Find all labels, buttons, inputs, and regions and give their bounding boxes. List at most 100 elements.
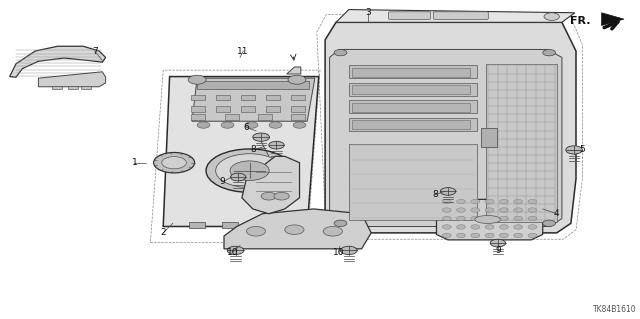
Bar xyxy=(191,106,205,112)
Circle shape xyxy=(544,13,559,20)
Bar xyxy=(258,114,272,120)
Circle shape xyxy=(334,49,347,56)
Circle shape xyxy=(514,225,523,229)
Circle shape xyxy=(269,122,282,128)
Circle shape xyxy=(543,49,556,56)
Circle shape xyxy=(440,188,456,195)
Polygon shape xyxy=(287,67,301,74)
Polygon shape xyxy=(330,49,562,226)
Circle shape xyxy=(499,199,508,204)
Bar xyxy=(225,114,239,120)
Circle shape xyxy=(246,226,266,236)
Bar xyxy=(352,68,470,77)
Text: 8: 8 xyxy=(433,190,438,199)
Bar xyxy=(257,222,273,228)
Text: TK84B1610: TK84B1610 xyxy=(593,305,637,314)
Text: 9: 9 xyxy=(495,246,500,255)
Circle shape xyxy=(490,239,506,247)
Bar xyxy=(197,81,309,89)
Polygon shape xyxy=(192,78,315,121)
Circle shape xyxy=(442,233,451,238)
Bar xyxy=(68,86,78,89)
Circle shape xyxy=(499,208,508,212)
Bar xyxy=(349,100,477,113)
Bar xyxy=(352,85,470,94)
Bar xyxy=(481,128,497,147)
Bar xyxy=(52,86,62,89)
Circle shape xyxy=(288,75,306,84)
Text: 1: 1 xyxy=(132,158,137,167)
Circle shape xyxy=(253,133,269,141)
Circle shape xyxy=(456,225,465,229)
Circle shape xyxy=(216,154,284,188)
Circle shape xyxy=(485,233,494,238)
Polygon shape xyxy=(602,13,624,26)
Polygon shape xyxy=(325,22,576,233)
Circle shape xyxy=(285,225,304,234)
Bar xyxy=(352,120,470,129)
Circle shape xyxy=(543,220,556,226)
Bar xyxy=(352,103,470,112)
Polygon shape xyxy=(530,193,557,206)
Circle shape xyxy=(499,233,508,238)
Bar xyxy=(81,86,91,89)
Polygon shape xyxy=(486,64,557,222)
Text: 3: 3 xyxy=(365,8,371,17)
Circle shape xyxy=(471,199,480,204)
Circle shape xyxy=(471,233,480,238)
Text: 11: 11 xyxy=(237,47,249,56)
Circle shape xyxy=(442,225,451,229)
Circle shape xyxy=(340,246,357,255)
Bar xyxy=(291,95,305,100)
Text: 2: 2 xyxy=(161,228,166,237)
Bar xyxy=(291,114,305,120)
Circle shape xyxy=(162,157,186,169)
Text: 8: 8 xyxy=(250,145,255,154)
FancyBboxPatch shape xyxy=(388,12,431,19)
Circle shape xyxy=(566,146,582,154)
Circle shape xyxy=(514,233,523,238)
Bar xyxy=(241,106,255,112)
Circle shape xyxy=(528,216,537,221)
Circle shape xyxy=(471,208,480,212)
Ellipse shape xyxy=(475,216,500,223)
Circle shape xyxy=(514,199,523,204)
Bar xyxy=(241,95,255,100)
Circle shape xyxy=(293,122,306,128)
Bar xyxy=(349,144,477,220)
Bar xyxy=(216,95,230,100)
FancyBboxPatch shape xyxy=(433,12,488,19)
Circle shape xyxy=(206,149,293,192)
Polygon shape xyxy=(163,77,319,226)
Bar xyxy=(189,222,205,228)
Circle shape xyxy=(456,233,465,238)
Circle shape xyxy=(514,208,523,212)
Circle shape xyxy=(323,226,342,236)
Circle shape xyxy=(442,208,451,212)
Circle shape xyxy=(528,225,537,229)
Bar xyxy=(191,95,205,100)
Circle shape xyxy=(485,225,494,229)
Circle shape xyxy=(499,225,508,229)
Circle shape xyxy=(274,192,289,200)
Circle shape xyxy=(485,199,494,204)
Circle shape xyxy=(485,208,494,212)
Polygon shape xyxy=(38,72,106,87)
Text: 9: 9 xyxy=(220,177,225,186)
Polygon shape xyxy=(10,46,106,77)
Circle shape xyxy=(485,216,494,221)
Text: FR.: FR. xyxy=(570,16,591,26)
Circle shape xyxy=(227,246,244,255)
Circle shape xyxy=(230,173,246,181)
Circle shape xyxy=(269,141,284,149)
Circle shape xyxy=(188,75,206,84)
Circle shape xyxy=(528,199,537,204)
Bar xyxy=(349,65,477,78)
Bar xyxy=(222,222,238,228)
Bar xyxy=(266,95,280,100)
Polygon shape xyxy=(436,199,543,240)
Circle shape xyxy=(499,216,508,221)
Text: 4: 4 xyxy=(554,209,559,218)
Text: 10: 10 xyxy=(227,248,238,256)
Polygon shape xyxy=(336,10,575,22)
